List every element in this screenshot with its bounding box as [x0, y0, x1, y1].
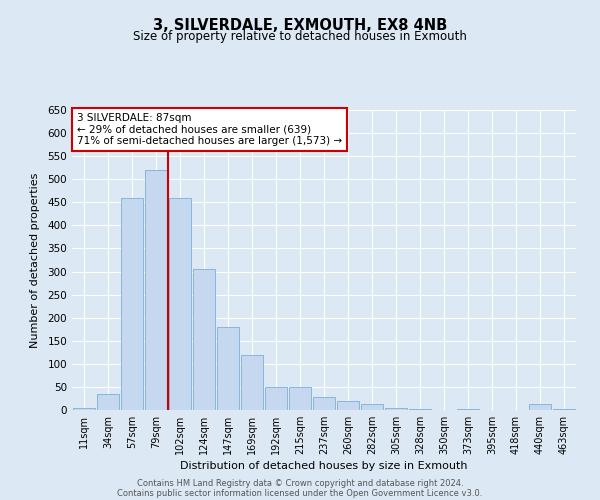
Bar — [553, 408, 575, 410]
Text: Contains HM Land Registry data © Crown copyright and database right 2024.: Contains HM Land Registry data © Crown c… — [137, 478, 463, 488]
Y-axis label: Number of detached properties: Number of detached properties — [31, 172, 40, 348]
Bar — [169, 198, 191, 410]
Text: Size of property relative to detached houses in Exmouth: Size of property relative to detached ho… — [133, 30, 467, 43]
Bar — [337, 401, 359, 410]
Bar — [73, 408, 95, 410]
Bar — [409, 408, 431, 410]
Text: Contains public sector information licensed under the Open Government Licence v3: Contains public sector information licen… — [118, 488, 482, 498]
Bar — [265, 387, 287, 410]
Bar — [121, 198, 143, 410]
Bar — [97, 394, 119, 410]
Text: 3 SILVERDALE: 87sqm
← 29% of detached houses are smaller (639)
71% of semi-detac: 3 SILVERDALE: 87sqm ← 29% of detached ho… — [77, 113, 342, 146]
Bar — [289, 387, 311, 410]
Bar — [529, 404, 551, 410]
Bar — [145, 170, 167, 410]
Bar — [241, 354, 263, 410]
X-axis label: Distribution of detached houses by size in Exmouth: Distribution of detached houses by size … — [180, 461, 468, 471]
Bar — [217, 327, 239, 410]
Bar — [361, 404, 383, 410]
Bar — [385, 408, 407, 410]
Bar — [457, 409, 479, 410]
Text: 3, SILVERDALE, EXMOUTH, EX8 4NB: 3, SILVERDALE, EXMOUTH, EX8 4NB — [153, 18, 447, 32]
Bar — [313, 397, 335, 410]
Bar — [193, 269, 215, 410]
